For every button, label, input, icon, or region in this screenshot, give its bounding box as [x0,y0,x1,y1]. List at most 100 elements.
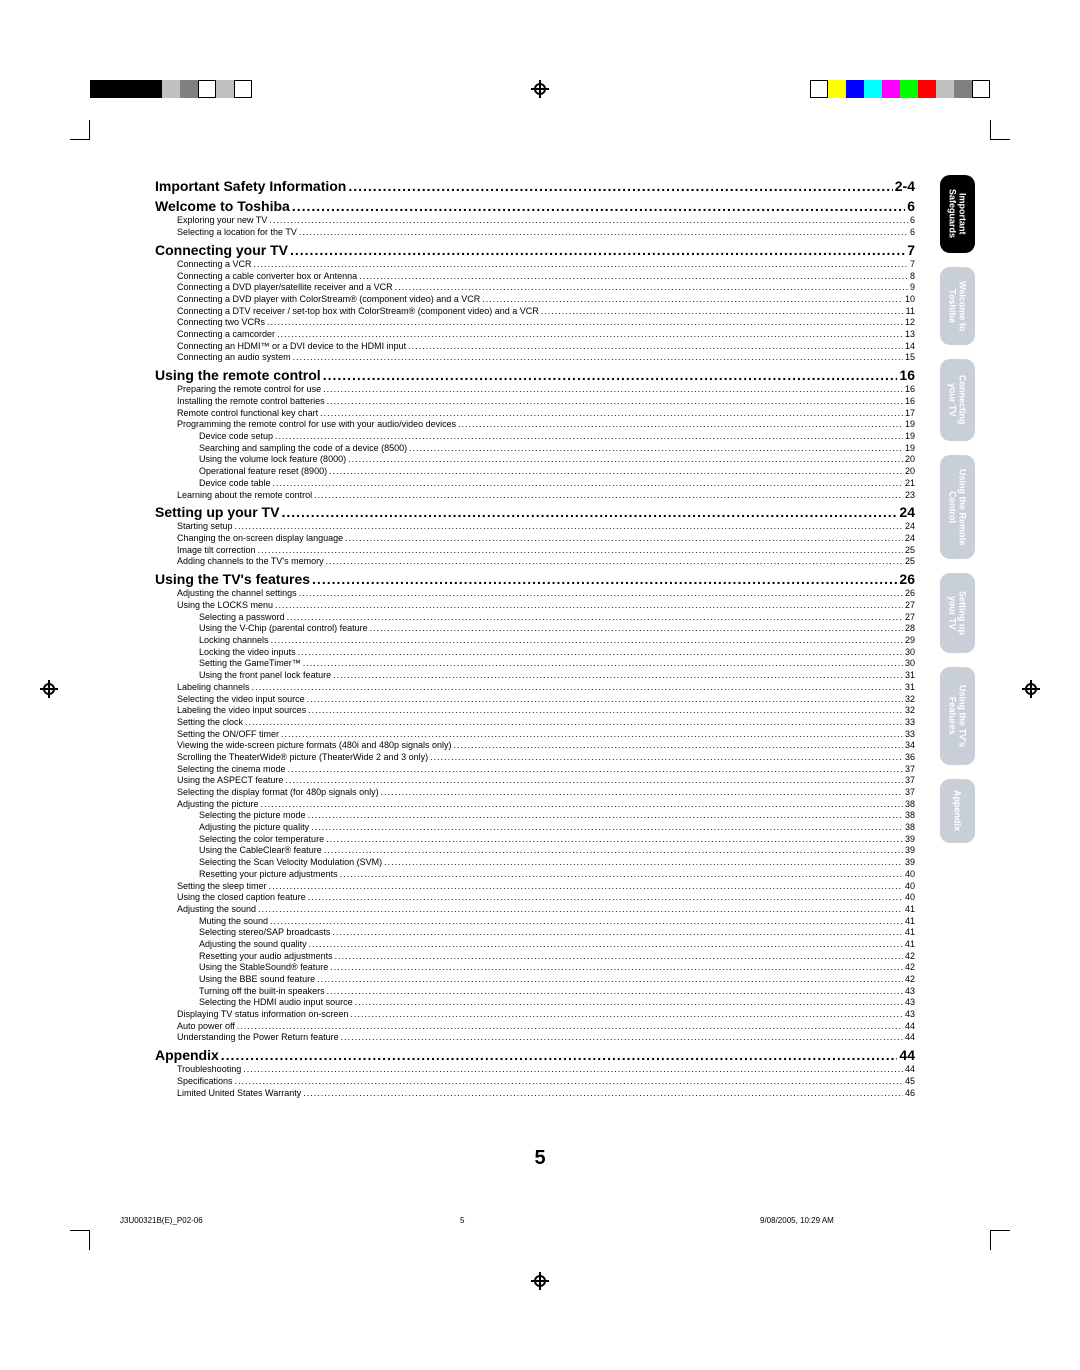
section-tab: Welcome to Toshiba [940,267,975,345]
toc-leader-dots [340,869,903,881]
toc-title: Understanding the Power Return feature [177,1032,339,1044]
toc-title: Selecting the cinema mode [177,764,286,776]
toc-entry: Starting setup 24 [155,521,915,533]
toc-entry: Displaying TV status information on-scre… [155,1009,915,1021]
toc-entry: Using the front panel lock feature 31 [155,670,915,682]
toc-entry: Preparing the remote control for use 16 [155,384,915,396]
toc-page-number: 44 [899,1046,915,1064]
toc-leader-dots [287,612,903,624]
toc-page-number: 37 [905,764,915,776]
toc-page-number: 30 [905,658,915,670]
toc-entry: Locking channels 29 [155,635,915,647]
toc-leader-dots [285,775,903,787]
toc-title: Preparing the remote control for use [177,384,321,396]
toc-page-number: 39 [905,857,915,869]
table-of-contents: Important Safety Information 2-4Welcome … [155,175,915,1099]
toc-page-number: 20 [905,466,915,478]
toc-title: Scrolling the TheaterWide® picture (Thea… [177,752,428,764]
toc-title: Displaying TV status information on-scre… [177,1009,348,1021]
toc-leader-dots [254,259,908,271]
toc-entry: Appendix 44 [155,1046,915,1064]
toc-leader-dots [245,717,903,729]
toc-page-number: 24 [905,521,915,533]
toc-entry: Using the ASPECT feature 37 [155,775,915,787]
toc-title: Adjusting the sound quality [199,939,307,951]
toc-title: Selecting stereo/SAP broadcasts [199,927,330,939]
toc-leader-dots [269,215,908,227]
toc-page-number: 19 [905,419,915,431]
crop-mark-tr [990,120,1010,140]
registration-crosshair-bottom [531,1272,549,1290]
toc-leader-dots [317,974,903,986]
toc-title: Device code setup [199,431,273,443]
toc-page-number: 33 [905,717,915,729]
toc-leader-dots [269,881,903,893]
toc-page-number: 16 [905,396,915,408]
toc-title: Programming the remote control for use w… [177,419,456,431]
toc-page-number: 38 [905,822,915,834]
toc-leader-dots [288,764,903,776]
crop-mark-tl [70,120,90,140]
toc-title: Selecting a password [199,612,285,624]
toc-entry: Adjusting the channel settings 26 [155,588,915,600]
toc-leader-dots [327,986,903,998]
toc-entry: Connecting a DVD player with ColorStream… [155,294,915,306]
crop-mark-bl [70,1230,90,1250]
toc-entry: Learning about the remote control 23 [155,490,915,502]
toc-page-number: 25 [905,545,915,557]
toc-title: Adding channels to the TV's memory [177,556,324,568]
section-tab: Connecting your TV [940,359,975,441]
toc-entry: Selecting a location for the TV 6 [155,227,915,239]
toc-page-number: 31 [905,682,915,694]
toc-leader-dots [237,1021,903,1033]
toc-leader-dots [299,588,903,600]
toc-leader-dots [350,1009,903,1021]
toc-leader-dots [335,951,903,963]
toc-leader-dots [273,478,903,490]
toc-leader-dots [482,294,903,306]
toc-page-number: 36 [905,752,915,764]
toc-entry: Using the closed caption feature 40 [155,892,915,904]
toc-title: Selecting the picture mode [199,810,306,822]
toc-page-number: 40 [905,881,915,893]
toc-entry: Using the remote control 16 [155,366,915,384]
toc-leader-dots [323,384,903,396]
toc-entry: Device code table 21 [155,478,915,490]
toc-title: Turning off the built-in speakers [199,986,325,998]
toc-leader-dots [458,419,903,431]
toc-leader-dots [430,752,903,764]
footer-page: 5 [320,1216,660,1225]
toc-leader-dots [312,570,897,588]
toc-title: Selecting the color temperature [199,834,324,846]
toc-leader-dots [326,556,903,568]
toc-page-number: 30 [905,647,915,659]
toc-leader-dots [277,329,903,341]
toc-leader-dots [320,408,903,420]
toc-entry: Setting the GameTimer™ 30 [155,658,915,670]
toc-page-number: 24 [905,533,915,545]
toc-entry: Exploring your new TV 6 [155,215,915,227]
toc-page-number: 2-4 [895,177,915,195]
toc-entry: Turning off the built-in speakers 43 [155,986,915,998]
toc-entry: Labeling channels 31 [155,682,915,694]
toc-page-number: 43 [905,986,915,998]
toc-page-number: 16 [905,384,915,396]
registration-crosshair-top [531,80,549,98]
toc-entry: Using the StableSound® feature 42 [155,962,915,974]
toc-page-number: 40 [905,869,915,881]
toc-page-number: 33 [905,729,915,741]
section-tab: Appendix [940,779,975,843]
toc-leader-dots [311,822,903,834]
toc-title: Limited United States Warranty [177,1088,301,1100]
toc-leader-dots [327,396,903,408]
toc-title: Searching and sampling the code of a dev… [199,443,407,455]
toc-entry: Adjusting the sound 41 [155,904,915,916]
toc-page-number: 29 [905,635,915,647]
toc-entry: Understanding the Power Return feature 4… [155,1032,915,1044]
toc-entry: Connecting an HDMI™ or a DVI device to t… [155,341,915,353]
toc-title: Connecting a VCR [177,259,252,271]
toc-leader-dots [333,670,903,682]
toc-entry: Selecting the color temperature 39 [155,834,915,846]
toc-title: Using the remote control [155,366,321,384]
toc-leader-dots [308,892,903,904]
